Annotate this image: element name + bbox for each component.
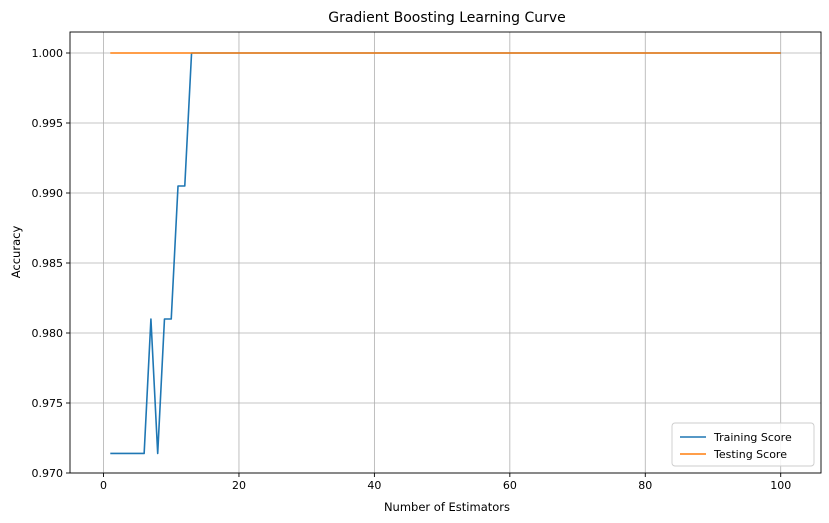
x-tick-label: 0 bbox=[100, 479, 107, 492]
y-tick-label: 0.985 bbox=[32, 257, 64, 270]
series-line-training-score bbox=[110, 52, 781, 455]
legend-label-testing: Testing Score bbox=[713, 448, 787, 461]
x-tick-label: 20 bbox=[232, 479, 246, 492]
y-tick-label: 0.980 bbox=[32, 327, 64, 340]
y-tick-label: 0.990 bbox=[32, 187, 64, 200]
y-tick-label: 0.970 bbox=[32, 467, 64, 480]
x-tick-label: 60 bbox=[503, 479, 517, 492]
legend-label-training: Training Score bbox=[713, 431, 792, 444]
plot-area bbox=[110, 52, 781, 455]
chart-title: Gradient Boosting Learning Curve bbox=[328, 10, 566, 26]
legend: Training Score Testing Score bbox=[671, 422, 815, 467]
y-tick-label: 0.995 bbox=[32, 117, 64, 130]
x-tick-label: 40 bbox=[367, 479, 381, 492]
x-tick-label: 100 bbox=[770, 479, 791, 492]
y-tick-label: 1.000 bbox=[32, 47, 64, 60]
y-axis-label: Accuracy bbox=[9, 226, 23, 279]
x-axis-label: Number of Estimators bbox=[384, 500, 510, 514]
y-tick-label: 0.975 bbox=[32, 397, 64, 410]
plot-frame bbox=[69, 31, 822, 474]
grid bbox=[70, 32, 821, 474]
x-tick-label: 80 bbox=[638, 479, 652, 492]
legend-box bbox=[671, 422, 815, 467]
axis-ticks: 0 20 40 60 80 100 0.970 0.975 0.980 0.985 0.990 0.9… bbox=[32, 47, 792, 492]
